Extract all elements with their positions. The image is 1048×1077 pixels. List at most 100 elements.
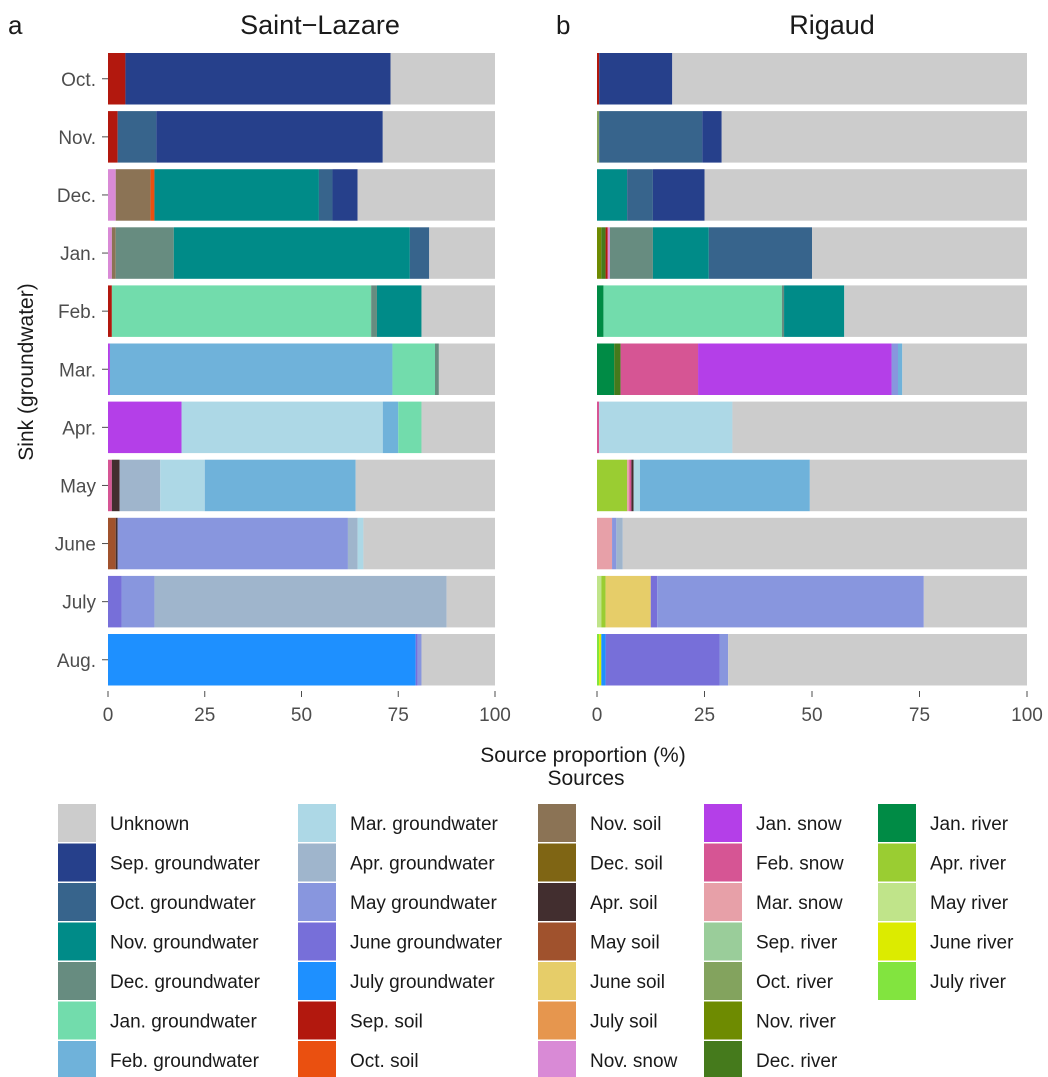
legend-label-apr-river: Apr. river [930,854,1007,875]
bar-segment-oct-sep-groundwater [599,53,673,105]
legend-label-july-groundwater: July groundwater [350,972,495,993]
bar-segment-july-may-groundwater [657,575,924,628]
y-tick-label-oct: Oct. [61,70,96,91]
bar-segment-dec-sep-groundwater [652,169,705,221]
bar-segment-apr-mar-groundwater [599,401,733,454]
bar-segment-nov-sep-groundwater [156,111,383,163]
bar-segment-mar-may-groundwater [891,343,898,395]
bar-segment-jan-nov-snow [607,227,610,279]
legend-key-oct-river [704,962,742,1000]
bar-segment-apr-unknown [732,401,1027,454]
legend-key-may-river [878,883,916,921]
legend-label-feb-groundwater: Feb. groundwater [110,1051,260,1072]
bar-segment-july-june-groundwater [650,575,658,628]
panel-b-letter: b [556,10,570,40]
panel-rigaud: 0 25 50 75 100 [592,53,1043,726]
bar-segment-aug-unknown [728,634,1027,686]
bar-segment-july-may-river [597,575,602,628]
legend-label-july-river: July river [930,972,1007,993]
legend-key-may-groundwater [298,883,336,921]
legend-label-apr-soil: Apr. soil [590,893,658,914]
bar-segment-apr-jan-snow [108,401,182,454]
bar-segment-oct-unknown [672,53,1027,105]
bar-segment-july-june-groundwater [108,575,122,628]
legend-key-sep-groundwater [58,843,96,882]
legend-key-feb-snow [704,843,742,882]
x-tick-label-100: 100 [479,705,511,726]
bar-segment-dec-nov-soil [115,169,151,221]
legend-label-unknown: Unknown [110,814,189,835]
bar-segment-jan-dec-river [601,227,606,279]
legend-label-dec-groundwater: Dec. groundwater [110,972,261,993]
bar-segment-mar-jan-river [597,343,615,395]
x-tick-label-0: 0 [103,705,114,726]
legend-key-nov-soil [538,804,576,842]
bar-segment-feb-dec-groundwater [781,285,785,337]
legend-key-jan-river [878,804,916,842]
bar-segment-feb-jan-groundwater [111,285,372,337]
bar-segment-apr-feb-snow [597,401,600,454]
legend-label-nov-snow: Nov. snow [590,1051,678,1072]
bar-segment-feb-sep-soil [108,285,112,337]
legend-key-nov-river [704,1001,742,1040]
bar-segment-jan-dec-groundwater [609,227,653,279]
bar-segment-nov-oct-groundwater [117,111,157,163]
bar-segment-aug-may-groundwater [719,634,729,686]
bar-segment-feb-unknown [421,285,495,337]
bar-segment-dec-sep-groundwater [332,169,358,221]
bar-segment-apr-unknown [421,401,495,454]
legend-key-mar-snow [704,883,742,921]
bar-segment-june-may-soil [108,517,116,570]
bar-segment-feb-dec-groundwater [371,285,377,337]
legend-label-nov-groundwater: Nov. groundwater [110,933,259,954]
y-tick-label-nov: Nov. [58,128,96,149]
bar-segment-may-unknown [809,459,1027,512]
bar-segment-jan-nov-groundwater [652,227,709,279]
legend-label-nov-soil: Nov. soil [590,814,661,835]
bar-segment-dec-oct-groundwater [318,169,333,221]
bar-segment-mar-unknown [902,343,1027,395]
bar-segment-dec-unknown [357,169,495,221]
bar-segment-nov-unknown [382,111,495,163]
bar-segment-june-unknown [622,517,1027,570]
bar-segment-oct-sep-groundwater [125,53,391,105]
x-tick-label-25: 25 [194,705,215,726]
bar-segment-mar-dec-river [614,343,621,395]
bar-segment-aug-july-groundwater [601,634,606,686]
legend-label-mar-snow: Mar. snow [756,893,843,914]
legend-key-sep-soil [298,1001,336,1040]
legend-label-may-soil: May soil [590,933,660,954]
y-tick-label-mar: Mar. [59,360,96,381]
bar-segment-nov-sep-soil [108,111,118,163]
bar-segment-june-may-groundwater [117,517,348,570]
legend-label-sep-groundwater: Sep. groundwater [110,854,261,875]
x-tick-label-100: 100 [1011,705,1043,726]
bar-segment-may-feb-snow [108,459,112,512]
bar-segment-jan-unknown [812,227,1027,279]
legend-label-sep-river: Sep. river [756,933,838,954]
x-axis-label: Source proportion (%) [480,744,685,767]
panel-a-letter: a [8,10,23,40]
x-tick-label-0: 0 [592,705,603,726]
bar-segment-apr-jan-groundwater [398,401,422,454]
legend-label-nov-river: Nov. river [756,1012,837,1033]
bar-segment-dec-nov-snow [108,169,116,221]
bar-segment-mar-jan-groundwater [392,343,436,395]
bar-segment-nov-oct-river [597,111,600,163]
bar-segment-dec-nov-groundwater [154,169,319,221]
y-axis-label: Sink (groundwater) [15,283,38,460]
legend-key-apr-groundwater [298,843,336,882]
bar-segment-jan-dec-groundwater [115,227,174,279]
bar-segment-oct-sep-soil [108,53,126,105]
legend-key-dec-soil [538,843,576,882]
legend-label-june-river: June river [930,933,1014,954]
legend-key-dec-groundwater [58,962,96,1000]
bar-segment-aug-may-groundwater [417,634,422,686]
legend-label-mar-groundwater: Mar. groundwater [350,814,499,835]
legend-key-june-river [878,922,916,961]
bar-segment-may-unknown [355,459,495,512]
bar-segment-june-apr-groundwater [347,517,358,570]
bar-segment-may-mar-groundwater [160,459,205,512]
bar-segment-may-apr-river [597,459,628,512]
